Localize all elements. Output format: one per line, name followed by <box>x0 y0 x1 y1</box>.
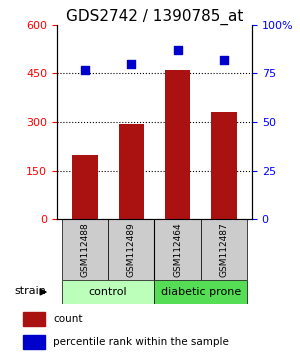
Point <box>82 67 87 72</box>
Point <box>175 47 180 53</box>
Bar <box>154 219 201 280</box>
Text: GSM112488: GSM112488 <box>80 222 89 277</box>
Bar <box>61 219 108 280</box>
Title: GDS2742 / 1390785_at: GDS2742 / 1390785_at <box>66 8 243 25</box>
Bar <box>154 280 248 304</box>
Bar <box>23 335 45 349</box>
Bar <box>201 219 247 280</box>
Bar <box>118 124 144 219</box>
Text: control: control <box>89 287 128 297</box>
Bar <box>72 155 98 219</box>
Bar <box>61 280 154 304</box>
Bar <box>212 113 237 219</box>
Text: strain: strain <box>14 286 46 296</box>
Bar <box>165 70 190 219</box>
Text: GSM112487: GSM112487 <box>220 222 229 277</box>
Text: diabetic prone: diabetic prone <box>161 287 241 297</box>
Bar <box>108 219 154 280</box>
Bar <box>23 312 45 326</box>
Point <box>222 57 226 63</box>
Text: percentile rank within the sample: percentile rank within the sample <box>53 337 229 347</box>
Text: GSM112464: GSM112464 <box>173 222 182 277</box>
Point <box>129 61 134 67</box>
Text: count: count <box>53 314 83 324</box>
Text: GSM112489: GSM112489 <box>127 222 136 277</box>
